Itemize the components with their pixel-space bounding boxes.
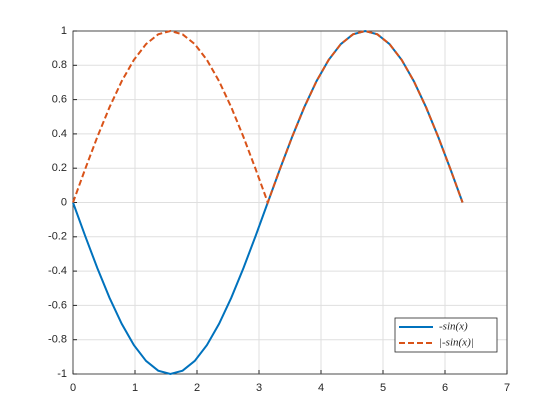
x-tick-label: 5 [380, 382, 386, 394]
legend-box [394, 317, 498, 353]
y-tick-label: 0.8 [52, 59, 67, 71]
x-tick-label: 6 [442, 382, 448, 394]
y-tick-label: -0.4 [48, 265, 67, 277]
y-tick-label: 0 [61, 196, 67, 208]
x-tick-label: 1 [132, 382, 138, 394]
y-tick-label: 0.4 [52, 128, 67, 140]
y-tick-label: 0.6 [52, 94, 67, 106]
x-tick-label: 2 [194, 382, 200, 394]
y-tick-label: -0.2 [48, 231, 67, 243]
x-tick-label: 7 [504, 382, 510, 394]
y-tick-label: -0.8 [48, 334, 67, 346]
line-series [72, 29, 464, 206]
y-tick-label: 1 [61, 25, 67, 37]
x-tick-label: 3 [256, 382, 262, 394]
y-tick-label: 0.2 [52, 162, 67, 174]
x-tick-label: 0 [70, 382, 76, 394]
y-tick-label: -0.6 [48, 299, 67, 311]
x-tick-label: 4 [318, 382, 324, 394]
legend-label: |-sin(x)| [439, 337, 474, 349]
y-tick-label: -1 [57, 368, 67, 380]
legend-label: -sin(x) [439, 321, 468, 333]
